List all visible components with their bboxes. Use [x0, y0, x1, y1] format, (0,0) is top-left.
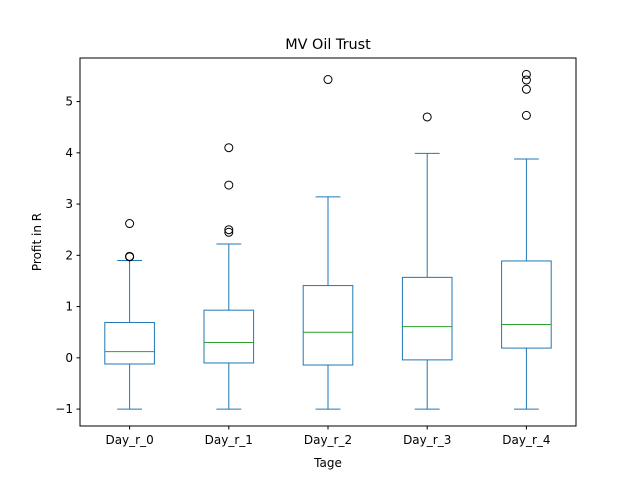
box — [203, 309, 255, 364]
outlier-point — [323, 75, 333, 85]
x-tick-label: Day_r_3 — [403, 433, 451, 447]
outlier-point — [125, 219, 135, 229]
outlier-point — [224, 180, 234, 190]
y-tick-label: 2 — [65, 248, 73, 262]
x-tick-label: Day_r_2 — [304, 433, 352, 447]
box — [302, 285, 354, 366]
outlier-point — [521, 84, 531, 94]
chart-title: MV Oil Trust — [285, 37, 371, 53]
x-tick-label: Day_r_1 — [205, 433, 253, 447]
x-tick-label: Day_r_4 — [502, 433, 550, 447]
y-tick-label: 1 — [65, 300, 73, 314]
x-axis: Day_r_0 Day_r_1 Day_r_2 Day_r_3 Day_r_4 — [105, 426, 551, 447]
outlier-point — [521, 110, 531, 120]
y-tick-label: 3 — [65, 197, 73, 211]
box — [401, 276, 453, 361]
x-axis-label: Tage — [313, 456, 342, 470]
outlier-point — [521, 69, 531, 79]
outlier-point — [224, 225, 234, 235]
y-tick-label: 4 — [65, 146, 73, 160]
outlier-point — [521, 75, 531, 85]
outlier-point — [422, 112, 432, 122]
y-tick-label: 0 — [65, 351, 73, 365]
box — [501, 260, 552, 349]
outlier-point — [125, 251, 135, 261]
box-group-day-r-4 — [501, 69, 552, 410]
plot-marks — [104, 69, 552, 410]
outlier-point — [224, 143, 234, 153]
x-tick-label: Day_r_0 — [105, 433, 153, 447]
y-tick-label: −1 — [55, 402, 73, 416]
y-axis: −1 0 1 2 3 4 5 — [55, 95, 80, 416]
box-group-day-r-1 — [203, 143, 255, 410]
box-group-day-r-3 — [401, 112, 453, 410]
outlier-point — [224, 227, 234, 237]
box-group-day-r-0 — [104, 219, 155, 410]
y-tick-label: 5 — [65, 95, 73, 109]
y-axis-label: Profit in R — [30, 213, 44, 271]
box — [104, 321, 155, 365]
box-group-day-r-2 — [302, 75, 354, 410]
